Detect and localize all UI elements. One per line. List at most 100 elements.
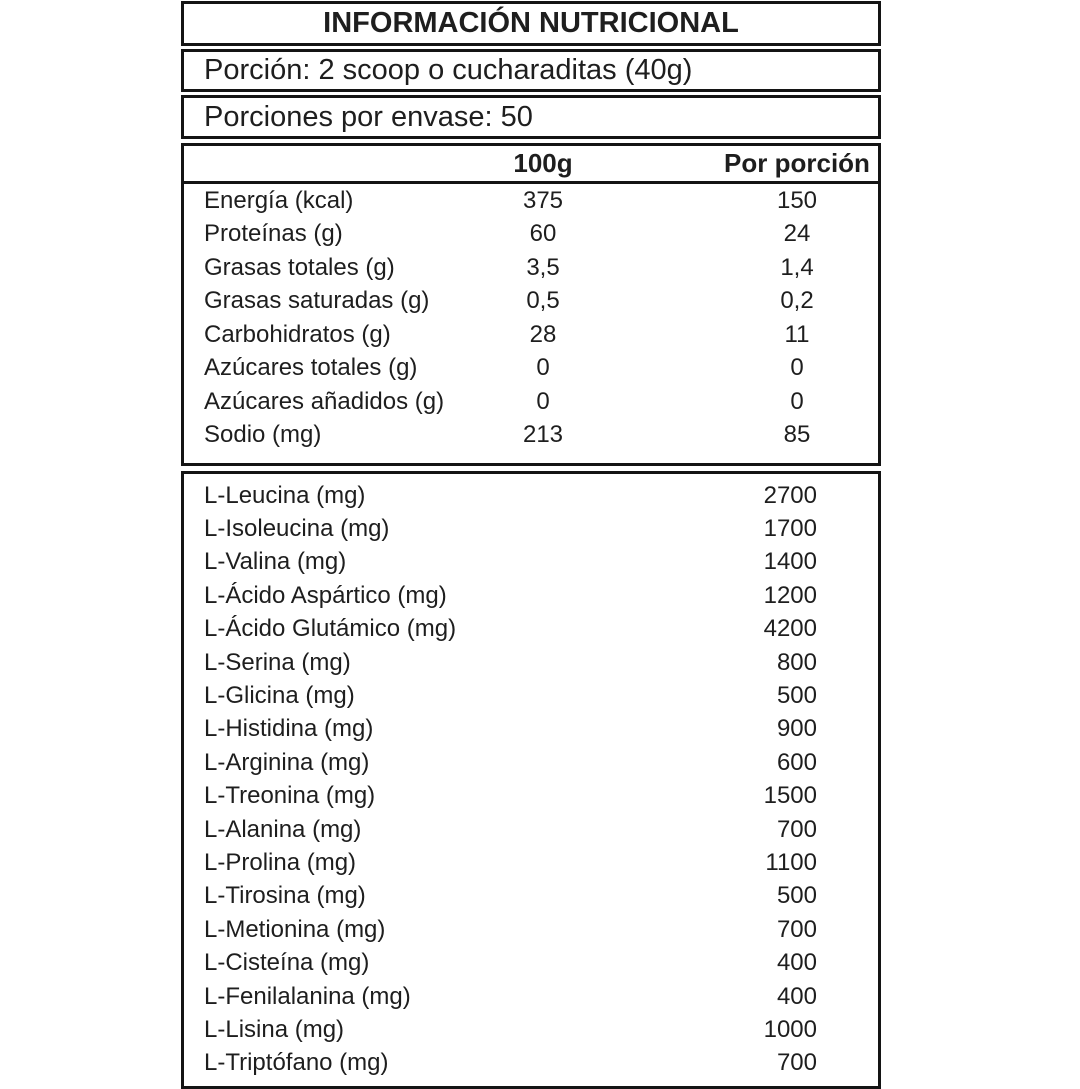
- nutrient-value-100g: 0: [536, 354, 550, 382]
- nutrient-value-per-portion: 11: [784, 320, 810, 348]
- nutrient-value-100g: 0: [536, 387, 550, 415]
- table-row: L-Fenilalanina (mg) 400: [184, 980, 878, 1013]
- table-row: Sodio (mg) 213 85: [184, 419, 878, 453]
- amino-acid-value-per-portion: 700: [776, 1049, 817, 1077]
- table-row: L-Ácido Aspártico (mg) 1200: [184, 579, 878, 612]
- table-row: L-Metionina (mg) 700: [184, 913, 878, 946]
- amino-acid-value-per-portion: 700: [776, 915, 817, 943]
- amino-acid-name: L-Ácido Aspártico (mg): [204, 581, 447, 609]
- amino-acid-name: L-Metionina (mg): [204, 915, 386, 943]
- nutrients-table-body: Energía (kcal) 375 150 Proteínas (g) 60 …: [184, 183, 878, 453]
- amino-acid-value-per-portion: 800: [776, 648, 817, 676]
- amino-acids-box: L-Leucina (mg) 2700 L-Isoleucina (mg) 17…: [181, 471, 881, 1089]
- amino-acid-value-per-portion: 1400: [763, 548, 817, 576]
- amino-acid-value-per-portion: 900: [776, 715, 817, 743]
- nutrient-name: Grasas saturadas (g): [204, 287, 430, 315]
- table-row: Azúcares totales (g) 0 0: [184, 352, 878, 386]
- amino-acid-value-per-portion: 1100: [765, 848, 817, 876]
- amino-acid-value-per-portion: 2700: [763, 481, 817, 509]
- table-row: L-Arginina (mg) 600: [184, 746, 878, 779]
- table-row: L-Alanina (mg) 700: [184, 813, 878, 846]
- amino-acid-name: L-Histidina (mg): [204, 715, 374, 743]
- amino-acids-table-body: L-Leucina (mg) 2700 L-Isoleucina (mg) 17…: [184, 479, 878, 1080]
- table-row: L-Prolina (mg) 1100: [184, 846, 878, 879]
- amino-acid-name: L-Lisina (mg): [204, 1015, 345, 1043]
- nutrient-value-100g: 213: [522, 421, 564, 449]
- servings-per-container-box: Porciones por envase: 50: [181, 95, 881, 139]
- amino-acid-value-per-portion: 1700: [763, 515, 817, 543]
- portion-box: Porción: 2 scoop o cucharaditas (40g): [181, 49, 881, 92]
- nutrient-name: Proteínas (g): [204, 220, 343, 248]
- table-row: L-Lisina (mg) 1000: [184, 1013, 878, 1046]
- header-spacer: [184, 146, 424, 184]
- table-row: L-Tirosina (mg) 500: [184, 880, 878, 913]
- column-header-per-portion: Por porción: [662, 146, 878, 184]
- amino-acid-name: L-Cisteína (mg): [204, 949, 370, 977]
- table-row: L-Triptófano (mg) 700: [184, 1047, 878, 1080]
- amino-acid-name: L-Alanina (mg): [204, 815, 362, 843]
- nutrient-name: Azúcares totales (g): [204, 354, 418, 382]
- table-row: L-Treonina (mg) 1500: [184, 780, 878, 813]
- amino-acid-value-per-portion: 500: [776, 882, 817, 910]
- table-row: Grasas totales (g) 3,5 1,4: [184, 251, 878, 285]
- table-row: Proteínas (g) 60 24: [184, 218, 878, 252]
- nutrient-value-100g: 60: [529, 220, 557, 248]
- title-box: INFORMACIÓN NUTRICIONAL: [181, 1, 881, 46]
- nutrient-value-per-portion: 0,2: [780, 287, 814, 315]
- nutrients-table-header: 100g Por porción: [184, 146, 878, 184]
- table-row: L-Leucina (mg) 2700: [184, 479, 878, 512]
- table-row: L-Valina (mg) 1400: [184, 546, 878, 579]
- header-row: 100g Por porción: [184, 146, 878, 184]
- amino-acid-value-per-portion: 500: [776, 682, 817, 710]
- column-header-100g: 100g: [424, 146, 662, 184]
- amino-acid-name: L-Glicina (mg): [204, 682, 355, 710]
- amino-acid-value-per-portion: 1200: [763, 581, 817, 609]
- nutrient-value-100g: 28: [529, 320, 557, 348]
- table-row: L-Isoleucina (mg) 1700: [184, 512, 878, 545]
- table-row: L-Serina (mg) 800: [184, 646, 878, 679]
- nutrient-name: Grasas totales (g): [204, 253, 395, 281]
- portion-size-text: Porción: 2 scoop o cucharaditas (40g): [204, 54, 693, 86]
- amino-acid-value-per-portion: 400: [776, 949, 817, 977]
- nutrient-name: Azúcares añadidos (g): [204, 387, 445, 415]
- amino-acid-name: L-Serina (mg): [204, 648, 351, 676]
- amino-acid-name: L-Fenilalanina (mg): [204, 982, 411, 1010]
- amino-acid-value-per-portion: 600: [776, 748, 817, 776]
- amino-acid-name: L-Ácido Glutámico (mg): [204, 615, 457, 643]
- nutrient-value-per-portion: 0: [790, 387, 804, 415]
- nutrient-name: Energía (kcal): [204, 186, 354, 214]
- amino-acid-name: L-Leucina (mg): [204, 481, 366, 509]
- nutrient-value-per-portion: 1,4: [780, 253, 814, 281]
- nutrient-value-per-portion: 85: [783, 421, 811, 449]
- table-row: L-Cisteína (mg) 400: [184, 946, 878, 979]
- nutrients-box: 100g Por porción Energía (kcal) 375 150 …: [181, 143, 881, 466]
- table-row: Grasas saturadas (g) 0,5 0,2: [184, 285, 878, 319]
- amino-acid-value-per-portion: 4200: [763, 615, 817, 643]
- nutrient-value-per-portion: 150: [776, 186, 818, 214]
- page-title: INFORMACIÓN NUTRICIONAL: [323, 7, 739, 39]
- nutrient-value-100g: 375: [522, 186, 564, 214]
- amino-acid-value-per-portion: 1500: [763, 782, 817, 810]
- servings-per-container-text: Porciones por envase: 50: [204, 100, 533, 133]
- amino-acid-value-per-portion: 1000: [763, 1015, 817, 1043]
- amino-acid-name: L-Arginina (mg): [204, 748, 370, 776]
- amino-acid-name: L-Treonina (mg): [204, 782, 376, 810]
- amino-acid-name: L-Tirosina (mg): [204, 882, 366, 910]
- nutrient-value-100g: 0,5: [526, 287, 560, 315]
- table-row: Carbohidratos (g) 28 11: [184, 318, 878, 352]
- nutrient-value-per-portion: 24: [783, 220, 811, 248]
- amino-acids-table: L-Leucina (mg) 2700 L-Isoleucina (mg) 17…: [184, 479, 878, 1080]
- table-row: Azúcares añadidos (g) 0 0: [184, 385, 878, 419]
- amino-acid-value-per-portion: 700: [776, 815, 817, 843]
- nutrient-name: Sodio (mg): [204, 421, 322, 449]
- table-row: L-Glicina (mg) 500: [184, 679, 878, 712]
- nutrition-label: INFORMACIÓN NUTRICIONAL Porción: 2 scoop…: [181, 1, 881, 1089]
- nutrient-value-per-portion: 0: [790, 354, 804, 382]
- table-row: L-Histidina (mg) 900: [184, 713, 878, 746]
- amino-acid-name: L-Prolina (mg): [204, 848, 357, 876]
- amino-acid-name: L-Isoleucina (mg): [204, 515, 390, 543]
- nutrient-name: Carbohidratos (g): [204, 320, 391, 348]
- nutrient-value-100g: 3,5: [526, 253, 560, 281]
- table-row: Energía (kcal) 375 150: [184, 183, 878, 218]
- amino-acid-name: L-Valina (mg): [204, 548, 347, 576]
